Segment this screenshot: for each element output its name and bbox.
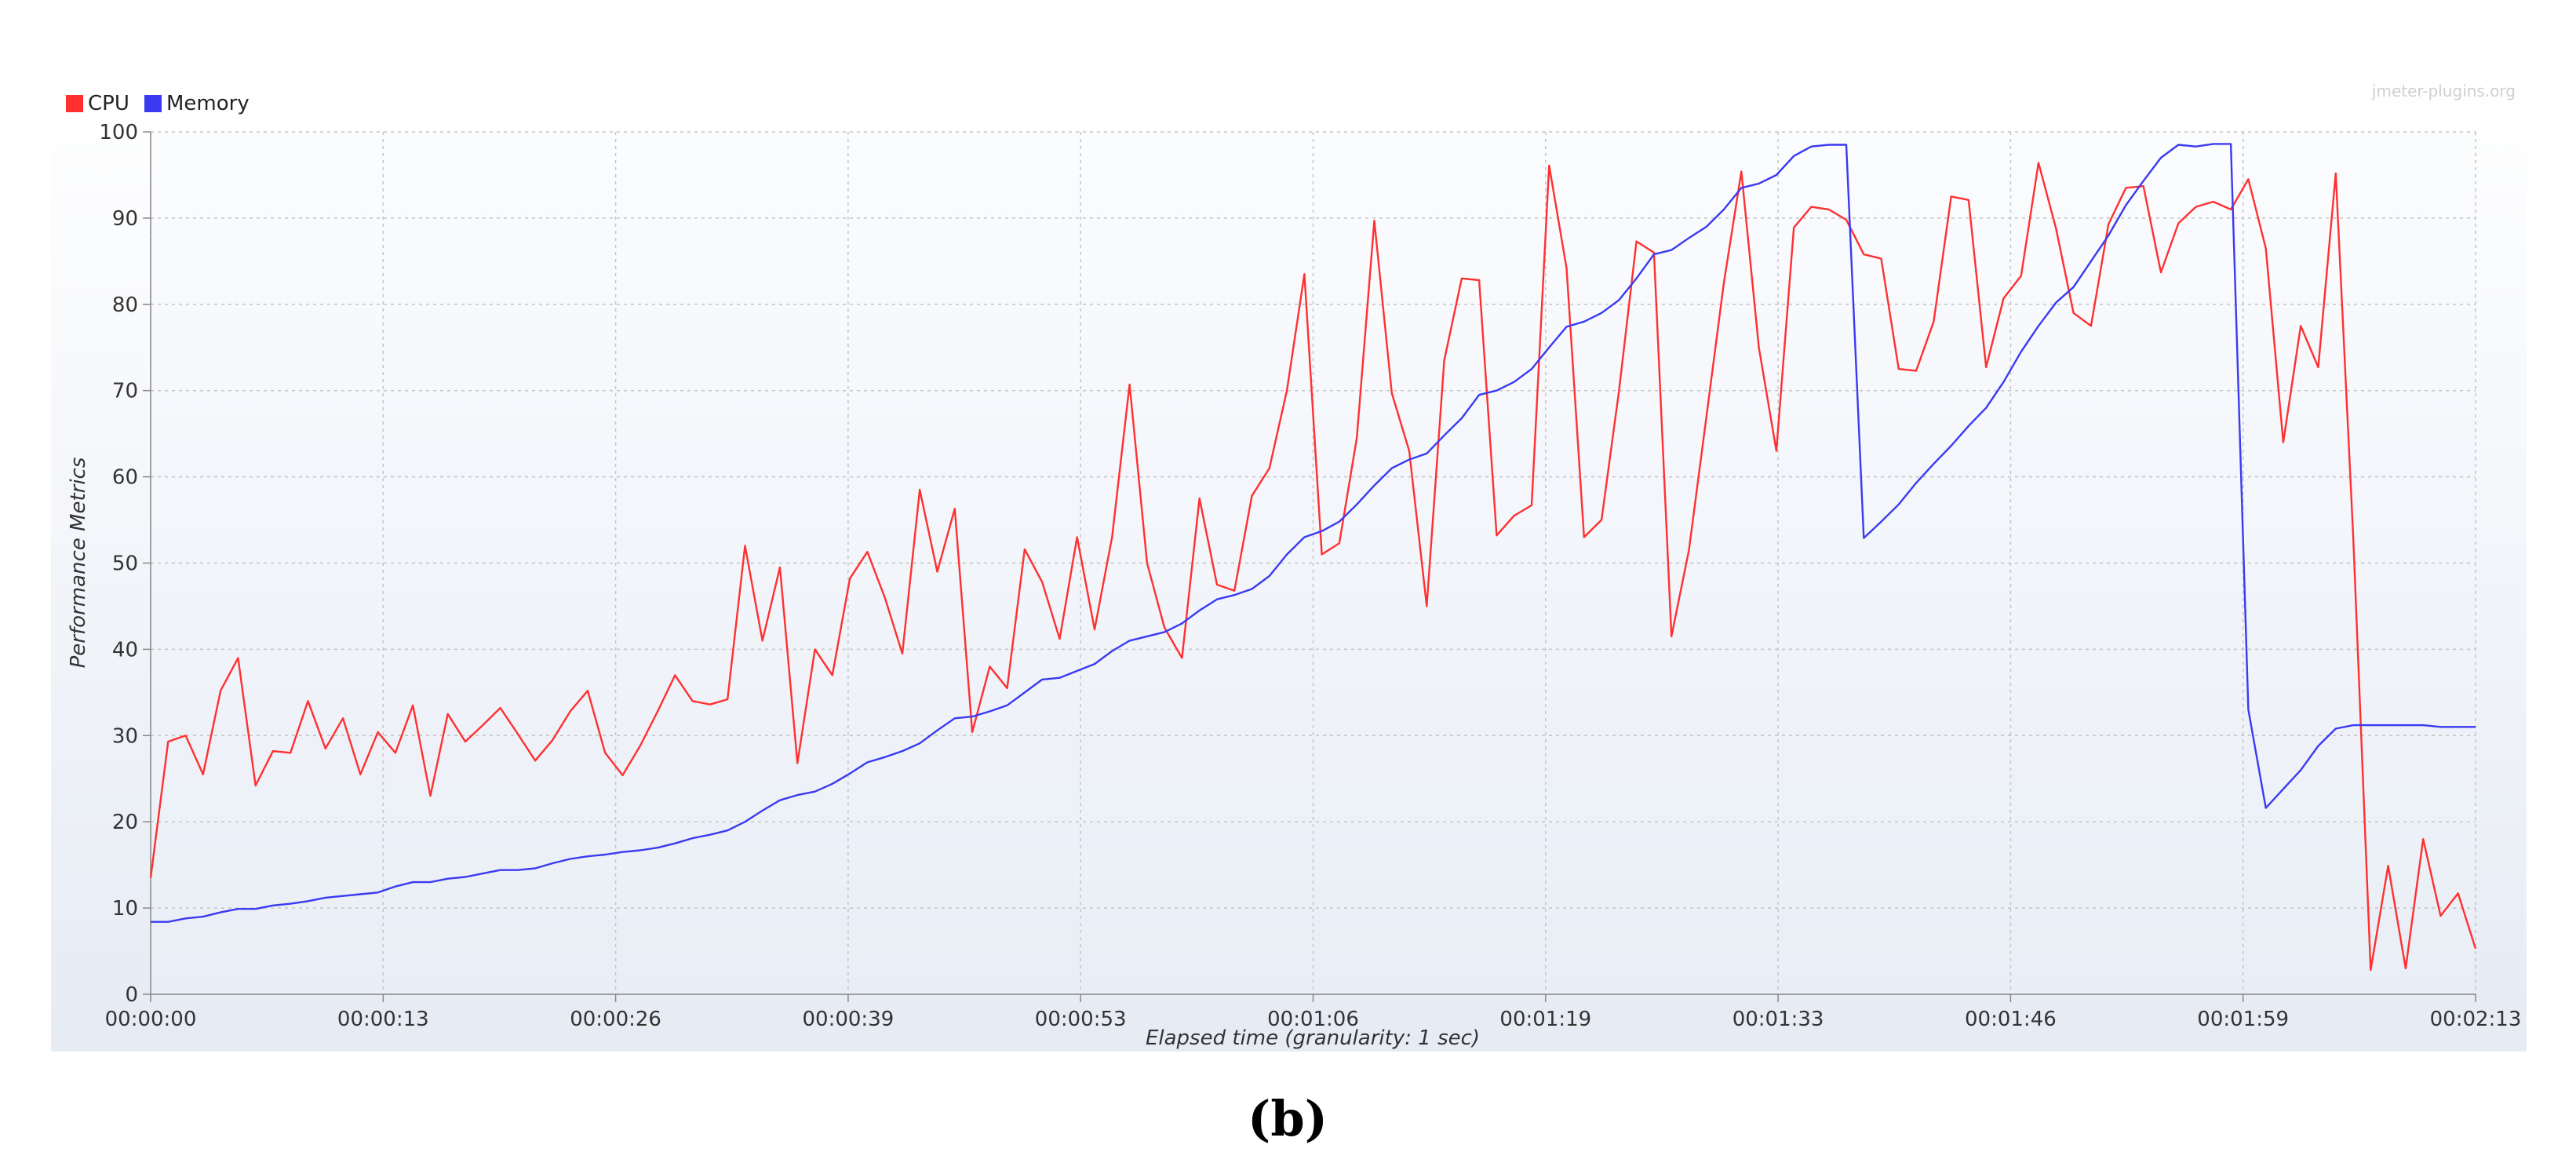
x-axis-title: Elapsed time (granularity: 1 sec) [1146,1026,1480,1050]
x-tick-label: 00:02:13 [2430,1008,2522,1031]
y-tick-label: 40 [112,638,138,662]
y-tick-label: 10 [112,897,138,921]
y-tick-labels: 0 10 20 30 40 50 60 70 80 90 100 [99,121,138,1007]
y-tick-label: 90 [112,207,138,231]
x-tick-label: 00:00:39 [803,1008,894,1031]
x-tick-label: 00:00:00 [105,1008,197,1031]
x-tick-label: 00:00:53 [1035,1008,1127,1031]
legend-label-memory: Memory [166,92,250,115]
y-tick-label: 20 [112,811,138,834]
y-tick-label: 80 [112,294,138,317]
legend-label-cpu: CPU [88,92,129,115]
legend-swatch-cpu [66,95,83,112]
x-tick-label: 00:01:06 [1267,1008,1359,1031]
axes [143,131,2476,1002]
watermark: jmeter-plugins.org [2371,82,2516,100]
x-tick-label: 00:00:26 [570,1008,661,1031]
legend-swatch-memory [144,95,162,112]
x-tick-label: 00:00:13 [337,1008,429,1031]
y-tick-label: 50 [112,552,138,576]
x-tick-label: 00:01:59 [2197,1008,2289,1031]
y-tick-label: 0 [125,983,138,1007]
y-tick-label: 100 [99,121,138,144]
figure-caption: (b) [1248,1090,1328,1147]
y-tick-label: 30 [112,724,138,748]
x-tick-label: 00:01:46 [1965,1008,2057,1031]
legend: CPU Memory [66,92,250,115]
y-axis-title: Performance Metrics [67,458,90,669]
series-line-cpu [149,162,2477,972]
y-tick-label: 70 [112,380,138,403]
x-tick-label: 00:01:19 [1499,1008,1591,1031]
y-tick-label: 60 [112,466,138,490]
x-tick-labels: 00:00:00 00:00:13 00:00:26 00:00:39 00:00:53… [105,1008,2522,1031]
x-tick-label: 00:01:33 [1733,1008,1824,1031]
series-line-memory [151,143,2476,923]
series-lines [149,143,2477,972]
